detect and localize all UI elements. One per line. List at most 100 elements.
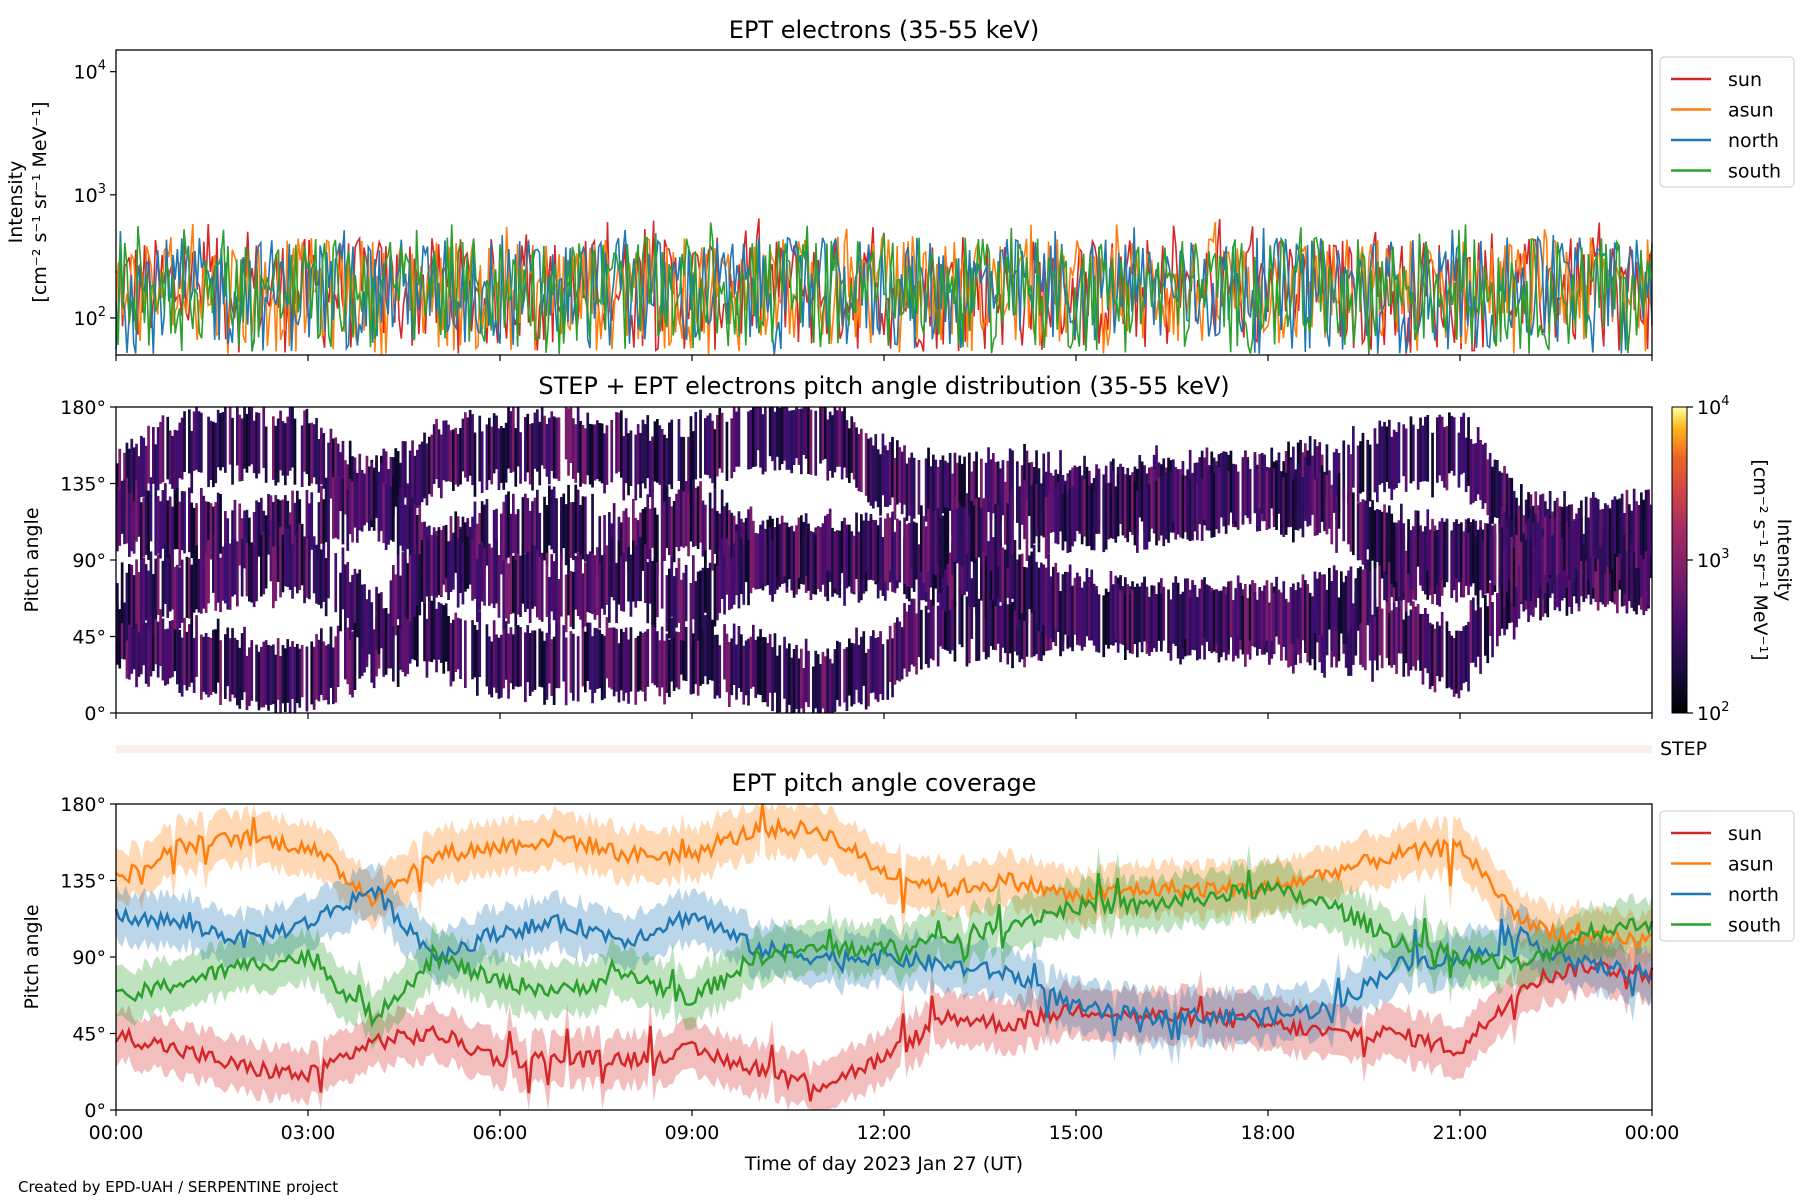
heatmap-cell [764,528,767,587]
heatmap-cell [1078,465,1082,530]
heatmap-cell [147,570,150,630]
heatmap-cell [1025,450,1029,508]
heatmap-cell [622,510,626,576]
heatmap-cell [1121,466,1125,536]
heatmap-cell [1472,597,1475,663]
heatmap-cell [288,524,292,590]
heatmap-cell [893,622,897,685]
heatmap-cell [550,639,554,696]
heatmap-cell [730,557,734,609]
heatmap-cell [627,433,630,496]
heatmap-cell [353,470,357,528]
heatmap-cell [1212,473,1216,538]
heatmap-cell [1508,477,1511,539]
heatmap-cell [356,573,359,638]
ytick-label: 104 [74,59,106,84]
heatmap-cell [1498,471,1502,533]
heatmap-cell [320,628,323,695]
heatmap-cell [975,451,978,514]
heatmap-cell [812,532,815,595]
heatmap-cell [1570,554,1574,614]
heatmap-cell [1517,563,1521,619]
step-bar-fill [116,745,1652,753]
heatmap-cell [728,510,731,569]
heatmap-cell [1625,545,1629,609]
heatmap-cell [989,459,993,521]
heatmap-cell [1006,503,1010,569]
heatmap-cell [1505,527,1509,593]
heatmap-cell [459,428,462,485]
heatmap-cell [1476,427,1480,495]
heatmap-cell [639,432,642,498]
heatmap-cell [132,447,136,511]
heatmap-cell [180,559,184,623]
heatmap-cell [1390,610,1394,668]
heatmap-cell [1366,490,1370,550]
heatmap-cell [682,491,686,548]
heatmap-cell [490,547,494,604]
heatmap-cell [1450,415,1454,471]
heatmap-cell [334,553,338,613]
heatmap-cell [130,438,134,500]
heatmap-cell [545,632,549,700]
heatmap-cell [435,535,438,598]
heatmap-cell [1450,635,1454,690]
ytick-label: 0° [84,703,106,725]
heatmap-cell [660,626,664,688]
heatmap-cell [132,603,136,670]
heatmap-cell [1011,450,1014,521]
heatmap-cell [406,483,410,550]
heatmap-cell [1191,472,1194,541]
heatmap-cell [1400,503,1403,569]
heatmap-cell [646,629,650,687]
heatmap-cell [1404,550,1408,612]
heatmap-cell [608,627,611,688]
heatmap-cell [1076,572,1079,641]
heatmap-cell [980,541,983,601]
heatmap-cell [524,417,527,482]
heatmap-cell [725,538,729,595]
heatmap-cell [176,564,179,630]
heatmap-cell [521,497,525,557]
heatmap-cell [514,514,518,575]
heatmap-cell [1020,598,1024,660]
heatmap-cell [524,493,527,554]
heatmap-cell [1373,510,1377,569]
heatmap-cell [584,428,587,485]
panel-pa-coverage: EPT pitch angle coverage 0°45°90°135°180… [21,769,1795,1175]
heatmap-cell [358,569,362,633]
heatmap-cell [552,561,556,621]
heatmap-cell [900,451,904,515]
heatmap-cell [195,545,198,610]
heatmap-cell [951,473,954,535]
heatmap-cell [1335,495,1338,553]
heatmap-cell [1438,521,1442,577]
heatmap-cell [238,414,242,482]
heatmap-cell [600,555,604,609]
heatmap-cell [624,627,628,693]
heatmap-cell [1337,597,1341,662]
heatmap-cell [848,524,851,587]
heatmap-cell [692,479,695,547]
panel2-title: STEP + EPT electrons pitch angle distrib… [538,372,1229,400]
heatmap-cell [1136,599,1139,658]
heatmap-cell [1136,490,1139,553]
heatmap-cell [927,508,930,572]
heatmap-cell [1397,422,1401,484]
heatmap-cell [260,535,263,597]
heatmap-cell [147,620,150,687]
heatmap-cell [396,494,400,555]
heatmap-cell [665,438,669,502]
heatmap-cell [120,562,124,624]
heatmap-cell [1409,416,1413,484]
heatmap-cell [725,633,729,693]
heatmap-cell [1476,597,1480,657]
heatmap-cell [699,570,702,638]
heatmap-cell [797,517,801,578]
heatmap-cell [118,490,122,546]
heatmap-cell [915,613,918,675]
heatmap-cell [891,638,894,698]
heatmap-cell [886,639,890,700]
heatmap-cell [212,629,215,692]
heatmap-cell [687,493,690,557]
